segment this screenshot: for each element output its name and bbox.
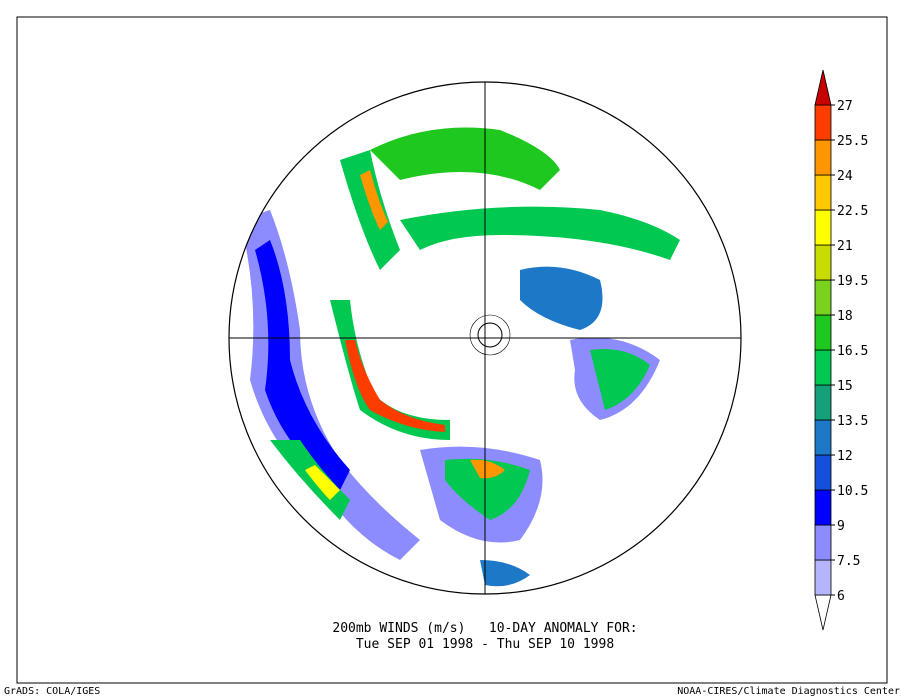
colorbar-swatch <box>814 279 832 316</box>
colorbar-swatch <box>814 104 832 141</box>
colorbar-swatch <box>814 209 832 246</box>
title-line: Tue SEP 01 1998 - Thu SEP 10 1998 <box>356 637 614 652</box>
colorbar-label: 18 <box>837 309 853 324</box>
colorbar-label: 22.5 <box>837 204 868 219</box>
footer-left: GrADS: COLA/IGES <box>4 686 100 697</box>
colorbar-swatch <box>814 419 832 456</box>
colorbar-swatch <box>814 384 832 421</box>
colorbar: 6 7.5 9 10.5 12 13.5 15 16.5 18 19.5 21 22.5 24 25.5 2… <box>814 69 868 631</box>
colorbar-label: 7.5 <box>837 554 860 569</box>
pole-contour <box>469 314 511 356</box>
colorbar-label: 13.5 <box>837 414 868 429</box>
colorbar-label: 6 <box>837 589 845 604</box>
colorbar-swatch <box>814 349 832 386</box>
frame <box>16 16 888 684</box>
colorbar-swatch <box>814 244 832 281</box>
colorbar-label: 25.5 <box>837 134 868 149</box>
colorbar-swatch <box>814 314 832 351</box>
pole-contour <box>477 322 503 348</box>
colorbar-extension <box>814 69 832 106</box>
colorbar-label: 16.5 <box>837 344 868 359</box>
colorbar-swatch <box>814 174 832 211</box>
colorbar-label: 15 <box>837 379 853 394</box>
colorbar-swatch <box>814 524 832 561</box>
colorbar-label: 19.5 <box>837 274 868 289</box>
colorbar-label: 24 <box>837 169 853 184</box>
colorbar-label: 9 <box>837 519 845 534</box>
map-field <box>240 127 680 587</box>
colorbar-swatch <box>814 454 832 491</box>
colorbar-label: 10.5 <box>837 484 868 499</box>
title-line: 200mb WINDS (m/s) 10-DAY ANOMALY FOR: <box>332 621 637 636</box>
footer-right: NOAA-CIRES/Climate Diagnostics Center <box>677 686 900 697</box>
colorbar-label: 27 <box>837 99 853 114</box>
colorbar-swatch <box>814 489 832 526</box>
colorbar-label: 12 <box>837 449 853 464</box>
colorbar-swatch <box>814 559 832 596</box>
colorbar-swatch <box>814 139 832 176</box>
colorbar-label: 21 <box>837 239 853 254</box>
colorbar-extension <box>814 594 832 631</box>
